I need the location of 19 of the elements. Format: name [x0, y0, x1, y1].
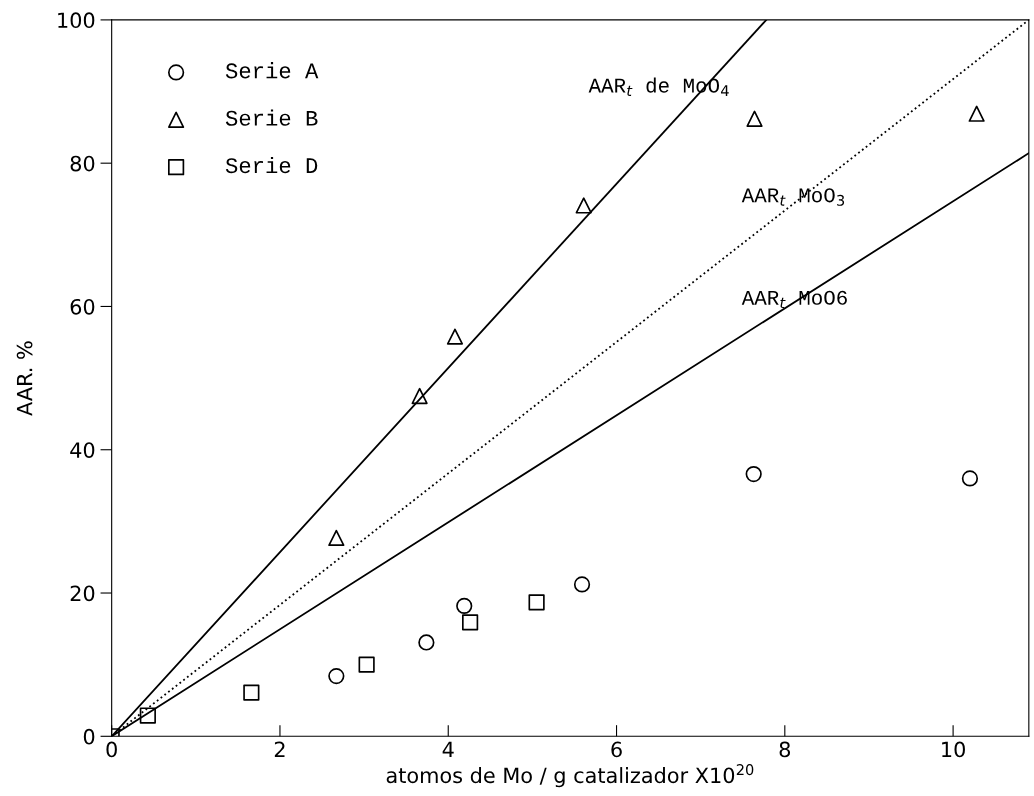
x-tick-label: 10: [942, 741, 965, 758]
legend-label: Serie B: [225, 109, 318, 126]
x-tick-label: 6: [611, 741, 622, 758]
legend-label: Serie D: [225, 156, 318, 174]
y-tick-label: 20: [70, 585, 95, 602]
y-axis-title: AAR. %: [16, 341, 33, 416]
y-tick-label: 100: [58, 12, 95, 29]
y-tick-label: 80: [70, 155, 95, 172]
y-tick-label: 0: [83, 728, 95, 745]
legend-label: Serie A: [225, 62, 319, 79]
x-tick-label: 4: [442, 741, 454, 757]
x-tick-label: 0: [106, 741, 117, 758]
x-axis-title: atomos de Mo / g catalizador X10$^{20}$: [386, 764, 754, 788]
y-tick-label: 40: [70, 442, 95, 458]
x-tick-label: 8: [779, 741, 791, 758]
series-label: AAR$_{t}$ MoO6: [741, 290, 847, 309]
series-label: AAR$_{t}$ MoO$_{3}$: [741, 188, 845, 206]
y-tick-label: 60: [70, 298, 95, 315]
x-tick-label: 2: [274, 741, 285, 757]
